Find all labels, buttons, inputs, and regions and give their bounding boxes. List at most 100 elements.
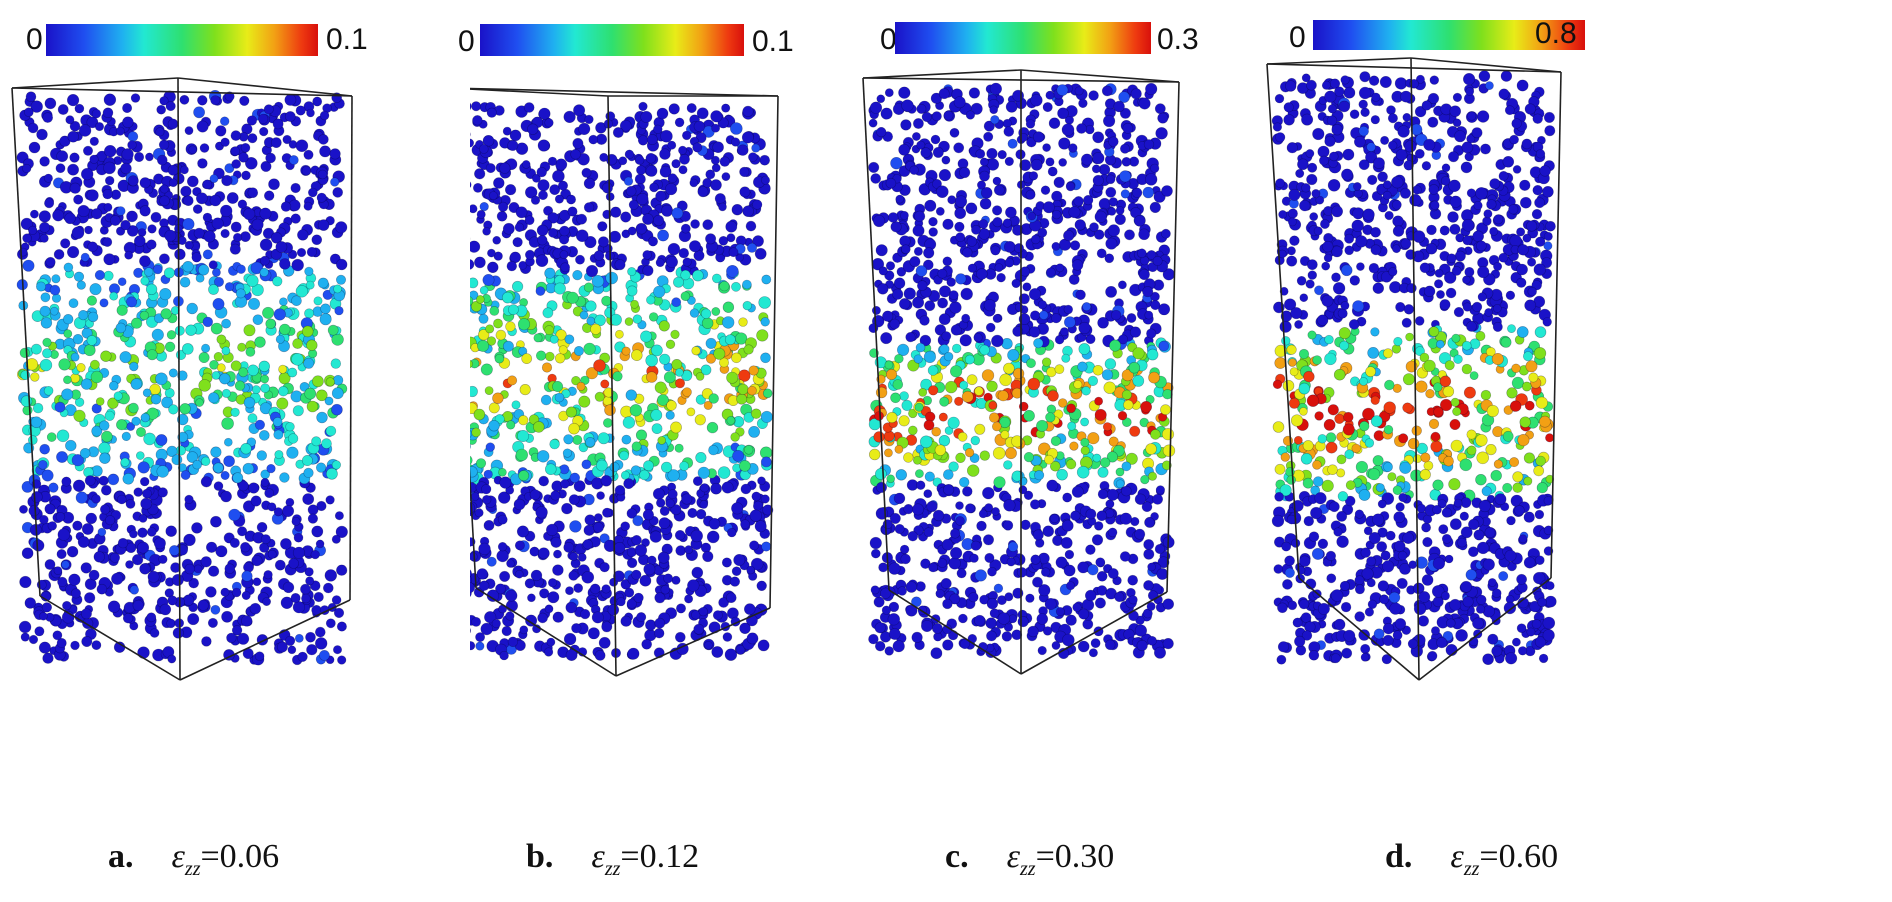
particle	[202, 316, 214, 328]
particle	[1107, 568, 1119, 579]
particle	[592, 522, 604, 533]
particle	[703, 400, 713, 410]
particle	[117, 277, 127, 287]
colorbar-max-label: 0.8	[1535, 17, 1577, 50]
particle	[1065, 181, 1076, 192]
particle	[635, 222, 648, 235]
panel-d: 0 0.8 d. εzz=0.60	[1265, 0, 1892, 902]
particle	[642, 509, 654, 521]
box-edge	[1020, 591, 1168, 675]
particles	[868, 82, 1176, 660]
particle	[103, 161, 116, 175]
particle	[66, 246, 80, 259]
particle	[49, 284, 61, 296]
particle	[252, 314, 264, 326]
particle	[1023, 409, 1035, 422]
particle	[276, 397, 289, 410]
particle	[1419, 262, 1431, 274]
particle	[221, 346, 231, 356]
particle	[132, 554, 144, 566]
particle	[1336, 468, 1346, 478]
colorbar-gradient	[1313, 20, 1585, 50]
particle	[955, 501, 964, 510]
particle	[1137, 248, 1147, 259]
particle	[1092, 131, 1105, 144]
particle	[735, 332, 748, 345]
particle	[900, 553, 911, 565]
particle	[897, 586, 907, 596]
particle	[198, 351, 210, 363]
particle	[658, 320, 670, 332]
particle	[566, 194, 576, 205]
particle	[470, 582, 475, 594]
particle	[86, 116, 99, 129]
particle	[475, 458, 487, 469]
particle	[942, 218, 954, 230]
particle	[884, 88, 894, 98]
particle	[961, 390, 974, 403]
particle	[1355, 460, 1368, 474]
particle	[986, 630, 997, 642]
particle	[220, 490, 232, 503]
particle	[742, 279, 752, 290]
panel-b: 0 0.1 b. εzz=0.12	[458, 0, 945, 902]
particle	[1027, 211, 1036, 221]
particle	[624, 149, 635, 160]
particle	[1340, 601, 1352, 613]
particle	[1124, 229, 1135, 241]
particle	[184, 494, 194, 505]
particle	[1500, 336, 1512, 348]
particle	[506, 260, 517, 272]
particle	[484, 386, 494, 395]
particle	[558, 345, 568, 355]
particle	[579, 608, 591, 620]
particle	[959, 334, 972, 347]
particle	[719, 156, 731, 167]
particle	[165, 525, 177, 537]
particle	[1136, 639, 1148, 652]
particle	[626, 598, 637, 609]
particle	[1147, 562, 1156, 572]
particle	[665, 183, 678, 196]
particle	[686, 407, 696, 417]
particle	[679, 153, 690, 165]
particle	[533, 333, 543, 343]
particle	[633, 592, 644, 603]
particle	[23, 107, 34, 117]
particle	[166, 330, 177, 340]
particle	[614, 329, 624, 339]
particle	[240, 541, 251, 553]
particle	[646, 371, 658, 383]
particle	[578, 122, 591, 135]
particle	[1105, 237, 1118, 250]
particle	[1085, 508, 1097, 520]
particle	[1029, 499, 1041, 510]
particle	[1077, 640, 1090, 653]
particle	[1062, 633, 1075, 647]
particle	[65, 115, 75, 125]
particle	[470, 443, 471, 450]
particle	[1395, 302, 1406, 313]
particle	[1055, 556, 1068, 569]
particle	[686, 296, 696, 305]
particle	[213, 352, 224, 362]
particle	[920, 619, 933, 632]
particle	[1042, 102, 1053, 113]
particle	[101, 484, 112, 496]
particle	[1110, 309, 1122, 321]
particle	[478, 542, 491, 556]
particle	[1002, 520, 1014, 531]
particle	[80, 378, 93, 390]
particle	[754, 520, 767, 533]
particle	[687, 579, 700, 592]
particle	[740, 519, 750, 530]
particle	[1066, 581, 1076, 591]
particle	[292, 546, 306, 559]
particle	[103, 93, 117, 106]
particle	[103, 253, 116, 266]
particle	[86, 295, 97, 306]
colorbar-min-label: 0	[1289, 21, 1306, 54]
particle	[594, 650, 606, 661]
particle	[94, 270, 105, 281]
particle	[254, 336, 266, 348]
